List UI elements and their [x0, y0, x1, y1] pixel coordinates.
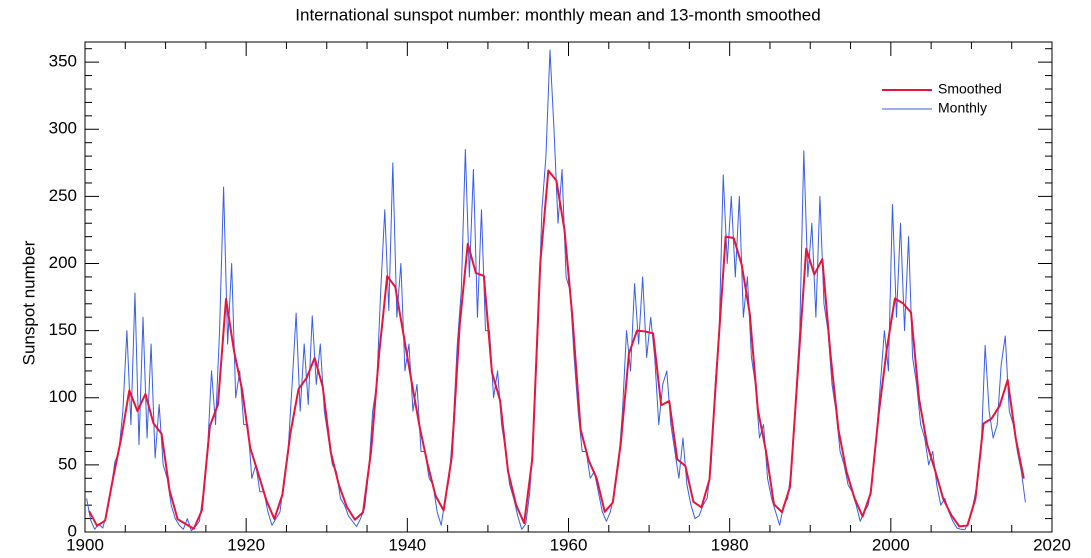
- y-tick-label: 350: [49, 52, 77, 71]
- y-tick-label: 100: [49, 387, 77, 406]
- x-tick-label: 2000: [872, 535, 910, 554]
- legend-label: Monthly: [938, 100, 987, 116]
- y-tick-label: 250: [49, 186, 77, 205]
- x-tick-label: 1960: [550, 535, 588, 554]
- x-tick-label: 1980: [711, 535, 749, 554]
- legend: Smoothed Monthly: [882, 81, 1002, 116]
- x-tick-label: 1940: [388, 535, 426, 554]
- x-tick-label: 2020: [1033, 535, 1071, 554]
- axes: [84, 42, 1053, 533]
- y-tick-label: 150: [49, 320, 77, 339]
- series-line: [88, 169, 1025, 530]
- series-line: [86, 49, 1026, 532]
- legend-label: Smoothed: [938, 81, 1002, 97]
- y-tick-label: 200: [49, 253, 77, 272]
- y-tick-label: 50: [58, 454, 77, 473]
- y-tick-label: 300: [49, 119, 77, 138]
- y-tick-label: 0: [68, 521, 77, 540]
- y-axis-label: Sunspot number: [19, 240, 38, 365]
- chart-title: International sunspot number: monthly me…: [295, 5, 820, 24]
- x-tick-label: 1920: [227, 535, 265, 554]
- x-tick-label: 1900: [66, 535, 104, 554]
